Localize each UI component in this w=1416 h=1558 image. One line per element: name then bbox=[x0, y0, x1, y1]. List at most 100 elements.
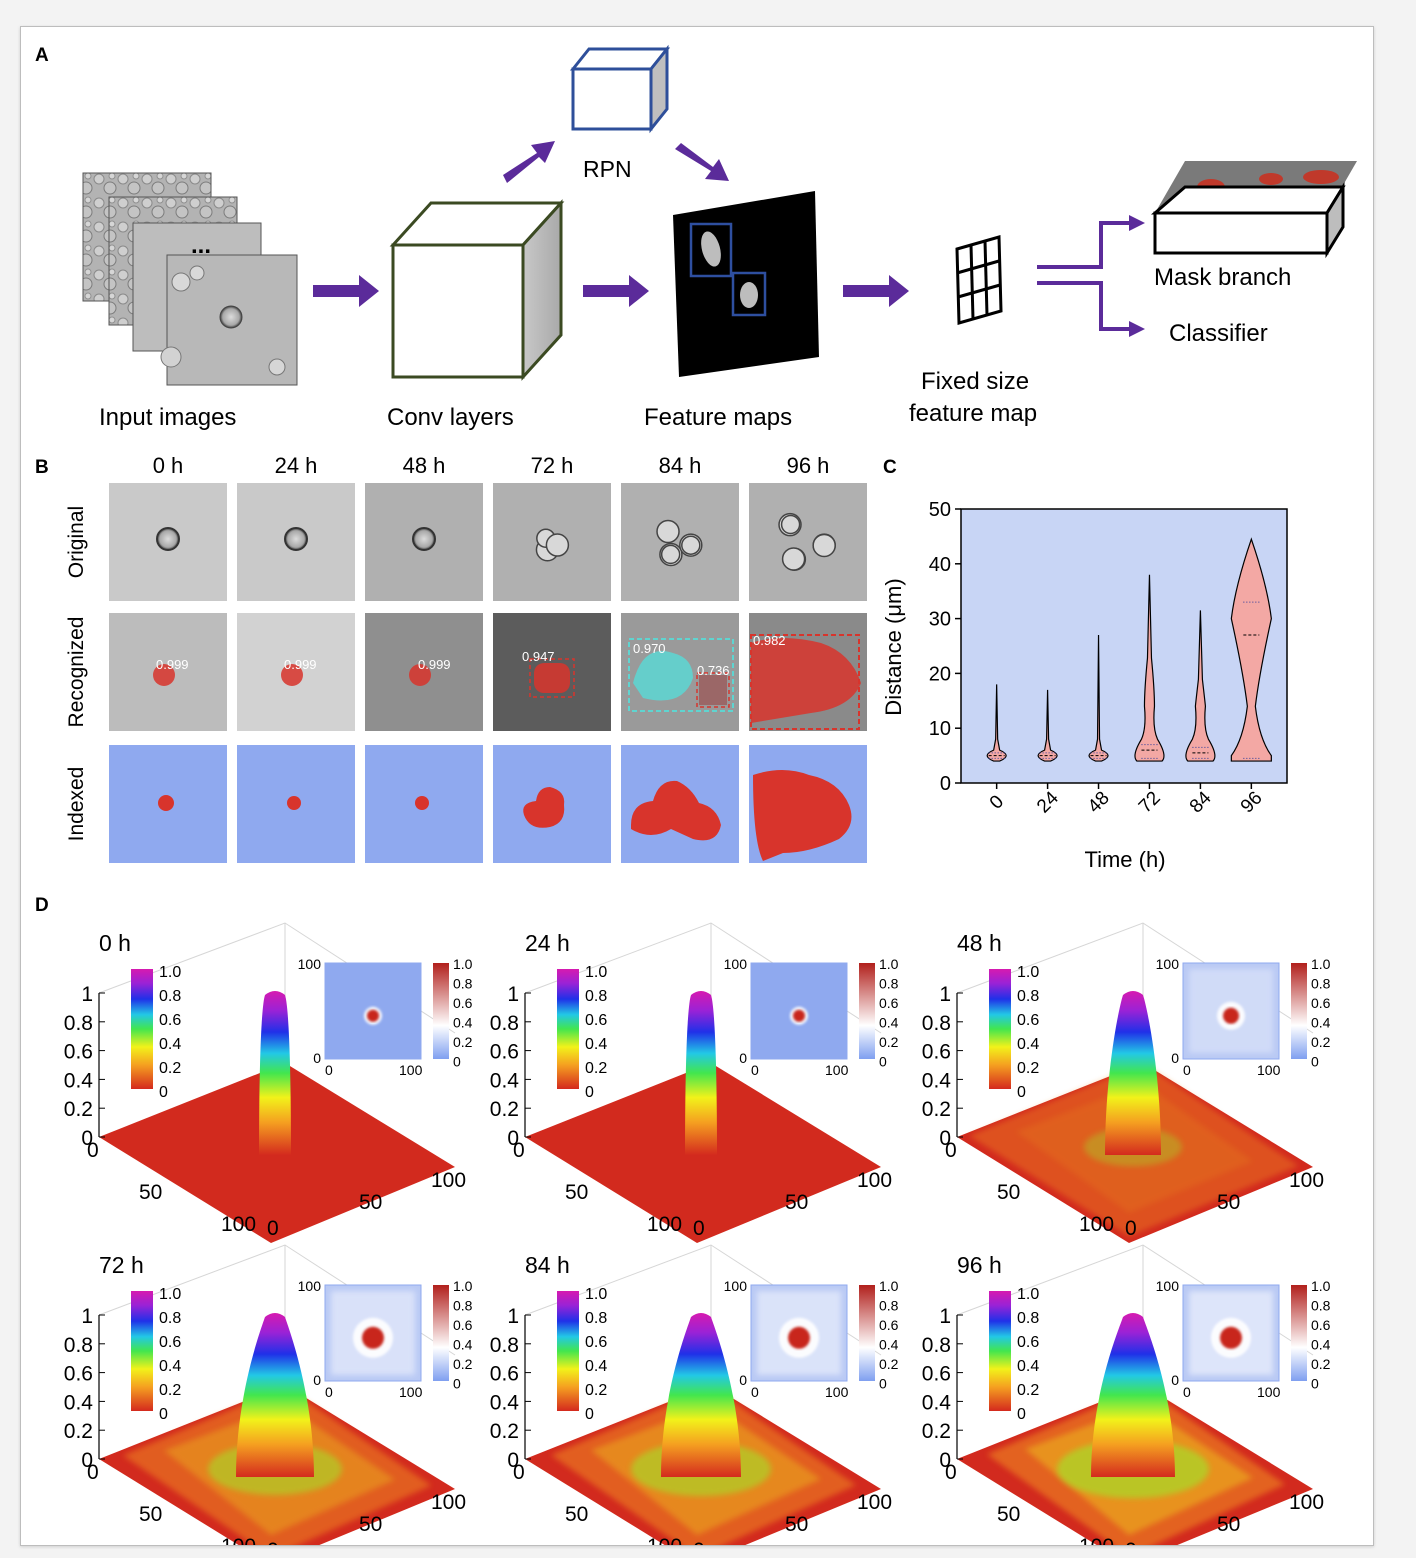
inset-colorbar-tick-label: 0 bbox=[879, 1376, 887, 1392]
colorbar-tick-label: 1.0 bbox=[1017, 1286, 1039, 1303]
axis-tick-label: 0 bbox=[513, 1461, 525, 1484]
inset-colorbar-tick-label: 0.6 bbox=[453, 1317, 473, 1333]
indexed-blob bbox=[631, 780, 721, 841]
fixed-size-label-line1: Fixed size bbox=[921, 368, 1029, 395]
axis-tick-label: 0 bbox=[693, 1539, 705, 1545]
x-tick-label: 24 bbox=[1033, 787, 1063, 817]
colorbar-tick-label: 0.8 bbox=[159, 1310, 181, 1327]
time-label: 48 h bbox=[957, 930, 1002, 956]
inset-colorbar-tick-label: 0.2 bbox=[453, 1034, 473, 1050]
inset-colorbar-tick-label: 0.4 bbox=[1311, 1015, 1331, 1031]
z-tick-label: 1 bbox=[81, 1305, 93, 1328]
jet-colorbar bbox=[557, 1291, 579, 1411]
z-tick-label: 1 bbox=[507, 1305, 519, 1328]
inset-tick-label: 0 bbox=[325, 1062, 333, 1078]
inset-tick-label: 100 bbox=[298, 1278, 322, 1294]
panel-a: A ... Input images bbox=[35, 44, 1357, 431]
jet-colorbar bbox=[131, 969, 153, 1089]
panel-b-letter: B bbox=[35, 457, 49, 478]
z-tick-label: 0.8 bbox=[490, 1012, 519, 1035]
axis-tick-label: 50 bbox=[1217, 1513, 1240, 1536]
arrow-up-right bbox=[503, 141, 555, 183]
axis-tick-label: 0 bbox=[87, 1461, 99, 1484]
inset-colorbar-tick-label: 1.0 bbox=[1311, 1278, 1331, 1294]
axis-tick-label: 100 bbox=[221, 1535, 256, 1545]
z-tick-label: 0 bbox=[507, 1127, 519, 1150]
y-tick-label: 50 bbox=[929, 499, 951, 521]
y-tick-label: 0 bbox=[940, 773, 951, 795]
inset-colorbar-tick-label: 0 bbox=[453, 1376, 461, 1392]
branch-arrowhead bbox=[1129, 321, 1145, 337]
inset-colorbar-tick-label: 0 bbox=[453, 1054, 461, 1070]
axis-tick-label: 100 bbox=[647, 1535, 682, 1545]
x-axis-label: Time (h) bbox=[1084, 847, 1165, 872]
colorbar-tick-label: 0.2 bbox=[1017, 1060, 1039, 1077]
y-axis-label: Distance (μm) bbox=[881, 578, 906, 715]
z-tick-label: 0 bbox=[81, 1127, 93, 1150]
z-tick-label: 0.2 bbox=[490, 1420, 519, 1443]
stack-dots: ... bbox=[191, 232, 211, 259]
time-label: 96 h bbox=[957, 1252, 1002, 1278]
z-tick-label: 0.4 bbox=[64, 1391, 94, 1414]
colorbar-tick-label: 0.2 bbox=[585, 1382, 607, 1399]
feature-maps-label: Feature maps bbox=[644, 404, 792, 431]
violin bbox=[1134, 574, 1165, 762]
cell bbox=[812, 533, 836, 558]
colorbar-tick-label: 0.4 bbox=[1017, 1036, 1039, 1053]
axis-tick-label: 100 bbox=[431, 1491, 466, 1514]
inset-colorbar-tick-label: 0.8 bbox=[1311, 976, 1331, 992]
mask-branch-label: Mask branch bbox=[1154, 264, 1291, 291]
axis-tick-label: 50 bbox=[997, 1181, 1020, 1204]
inset-colorbar-tick-label: 0.2 bbox=[879, 1034, 899, 1050]
image-grid: 0.999 0.999 0.999 0.947 0.970 0.736 0.982 bbox=[109, 483, 867, 863]
arrow-right bbox=[583, 275, 649, 307]
z-tick-label: 1 bbox=[939, 983, 951, 1006]
axis-tick-label: 50 bbox=[139, 1181, 162, 1204]
axis-tick-label: 0 bbox=[513, 1139, 525, 1162]
colorbar-tick-label: 0.4 bbox=[159, 1358, 181, 1375]
colorbar-tick-label: 0 bbox=[159, 1406, 168, 1423]
axis-tick-label: 100 bbox=[857, 1491, 892, 1514]
bbox bbox=[628, 638, 734, 712]
z-tick-label: 0 bbox=[939, 1449, 951, 1472]
axis-tick-label: 100 bbox=[1289, 1169, 1324, 1192]
inset-spot bbox=[793, 1009, 805, 1022]
colorbar-tick-label: 0.2 bbox=[585, 1060, 607, 1077]
colorbar-tick-label: 0.4 bbox=[585, 1358, 607, 1375]
indexed-blob bbox=[753, 770, 852, 861]
conv-layers-label: Conv layers bbox=[387, 404, 514, 431]
z-tick-label: 0.8 bbox=[922, 1334, 951, 1357]
inset-colorbar-tick-label: 0.2 bbox=[879, 1356, 899, 1372]
inset-spot bbox=[788, 1326, 810, 1349]
colorbar-tick-label: 0 bbox=[585, 1084, 594, 1101]
arrow-right bbox=[313, 275, 379, 307]
inset-tick-label: 0 bbox=[313, 1372, 321, 1388]
violins bbox=[986, 537, 1272, 762]
colorbar-tick-label: 1.0 bbox=[159, 1286, 181, 1303]
inset-colorbar-tick-label: 0 bbox=[1311, 1054, 1319, 1070]
violin bbox=[1230, 537, 1272, 762]
figure-frame: A ... Input images bbox=[20, 26, 1374, 1558]
z-tick-label: 0.8 bbox=[64, 1334, 93, 1357]
inset-tick-label: 100 bbox=[399, 1062, 423, 1078]
inset-spot bbox=[1220, 1326, 1242, 1349]
axis-tick-label: 0 bbox=[693, 1217, 705, 1240]
row-label: Recognized bbox=[65, 617, 88, 728]
colorbar-tick-label: 0.8 bbox=[585, 988, 607, 1005]
rpn-label: RPN bbox=[583, 156, 632, 182]
cell bbox=[412, 527, 436, 551]
z-tick-label: 0 bbox=[939, 1127, 951, 1150]
mask-blob bbox=[153, 664, 175, 686]
axis-tick-label: 0 bbox=[1125, 1217, 1137, 1240]
inset-tick-label: 0 bbox=[739, 1050, 747, 1066]
input-cell bbox=[189, 265, 205, 281]
z-tick-label: 0.2 bbox=[490, 1098, 519, 1121]
axis-tick-label: 0 bbox=[267, 1217, 279, 1240]
z-tick-label: 0.4 bbox=[490, 1391, 520, 1414]
conv-cube bbox=[389, 199, 565, 381]
y-tick-label: 20 bbox=[929, 663, 951, 685]
cell bbox=[545, 533, 570, 557]
z-tick-label: 0.6 bbox=[490, 1363, 519, 1386]
inset-colorbar-tick-label: 0 bbox=[879, 1054, 887, 1070]
